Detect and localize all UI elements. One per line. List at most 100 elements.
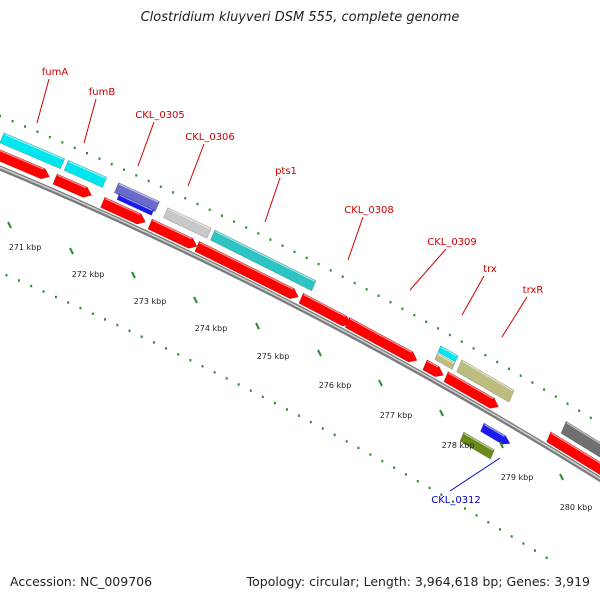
tick-mark (499, 441, 504, 449)
lower-guide-dot (67, 301, 70, 304)
leader-line (264, 177, 281, 223)
lower-guide-dot (201, 365, 204, 368)
tick-label: 276 kbp (319, 381, 352, 390)
gene-fumB (63, 159, 108, 188)
gene-red-4-shape (147, 218, 198, 249)
gene-far-right-highlight (566, 422, 600, 445)
gene-red-10 (546, 431, 600, 476)
tick-mark (439, 409, 444, 417)
lower-guide-dot (475, 514, 478, 517)
leader-line (347, 216, 364, 261)
lower-guide-dot (30, 284, 33, 288)
gene-trxR (456, 359, 515, 403)
lower-guide-dot (128, 329, 131, 333)
upper-guide-dot (531, 381, 534, 384)
tick-mark (193, 296, 198, 304)
upper-guide-dot (208, 208, 211, 211)
gene-trx-olive (434, 352, 456, 370)
lower-guide-dot (369, 453, 372, 456)
lower-guide-dot (261, 395, 264, 399)
gene-red-4-highlight (152, 219, 192, 240)
lower-guide-dot (42, 290, 45, 293)
gene-ckl0312 (459, 431, 495, 460)
upper-guide-dot (365, 288, 368, 291)
upper-guide-dot (220, 214, 223, 217)
gene-label-text: CKL_0312 (431, 495, 481, 506)
gene-trxR-shape (456, 359, 515, 403)
gene-trx-olive-shape (434, 352, 456, 370)
gene-label-text: CKL_0308 (344, 205, 394, 216)
gene-red-9-shape (443, 371, 499, 409)
gene-red-8 (422, 359, 444, 378)
gene-red-8-highlight (427, 360, 439, 368)
lower-guide-dot (177, 353, 180, 356)
gene-ckl0305-upper-shape (113, 182, 160, 213)
lower-guide-dot (405, 473, 407, 476)
tick-mark (317, 349, 322, 357)
lower-guide-dot (510, 535, 513, 538)
lower-guide-dot (452, 500, 455, 503)
gene-features (0, 132, 600, 476)
upper-guide-dot (73, 146, 76, 149)
upper-guide-dot (317, 262, 320, 266)
tick-label: 275 kbp (257, 352, 290, 361)
tick-mark (559, 473, 564, 481)
upper-guide-dot (507, 367, 510, 370)
upper-guide-dot (196, 202, 199, 206)
leader-line (83, 98, 97, 144)
lower-guide-dot (321, 427, 324, 430)
gene-red-1-shape (0, 149, 50, 180)
tick-label: 280 kbp (560, 503, 593, 512)
tick-mark (378, 379, 383, 387)
upper-guide-dot (519, 374, 522, 377)
lower-guide-dot (333, 433, 336, 437)
upper-guide-dot (413, 314, 416, 317)
lower-guide-dot (54, 295, 57, 299)
upper-guide-dot (48, 135, 51, 139)
gene-red-8-shape (422, 359, 444, 378)
upper-guide-dot (472, 347, 475, 350)
upper-guide-dot (98, 157, 101, 160)
lower-guide-dot (534, 549, 536, 552)
tick-mark (7, 221, 12, 229)
lower-guide-dot (189, 359, 192, 362)
leader-line (449, 457, 501, 492)
gene-red-9 (443, 371, 499, 409)
lower-guide-dot (345, 440, 348, 443)
upper-guide-dot (566, 402, 569, 405)
gene-trx-cyan-highlight (440, 346, 458, 357)
gene-label-fumb: fumB (83, 87, 116, 144)
upper-guide-dot (172, 191, 175, 194)
gene-fumA-shape (0, 132, 66, 170)
gene-red-6-highlight (303, 293, 346, 318)
gene-label-text: fumB (89, 87, 116, 98)
upper-guide-dot (425, 320, 428, 323)
lower-guide-dot (440, 493, 443, 496)
gene-red-10-highlight (550, 432, 600, 464)
leader-line (461, 275, 485, 316)
scale-tick: 273 kbp (131, 271, 166, 306)
scale-tick: 276 kbp (317, 349, 352, 390)
lower-guide-dot (309, 420, 312, 424)
lower-guide-dot (91, 312, 94, 315)
lower-guide-dot (225, 377, 228, 380)
gene-label-text: trxR (523, 285, 544, 296)
gene-label-text: CKL_0306 (185, 132, 235, 143)
upper-guide-dot (0, 114, 2, 118)
leader-line (409, 248, 447, 291)
tick-label: 279 kbp (501, 473, 534, 482)
gene-fumB-highlight (68, 161, 106, 179)
lower-guide-dot (545, 556, 548, 559)
gene-fumA-highlight (4, 133, 64, 160)
gene-blue-lower (480, 422, 511, 445)
upper-guide-dot (401, 307, 404, 310)
gene-far-right (560, 420, 600, 458)
lower-guide-dot (5, 274, 8, 277)
upper-guide-dot (86, 152, 88, 155)
gene-trx-olive-highlight (437, 353, 455, 364)
scale-tick: 275 kbp (255, 322, 290, 361)
upper-guide-dot (123, 168, 125, 171)
gene-trxR-highlight (461, 360, 514, 392)
